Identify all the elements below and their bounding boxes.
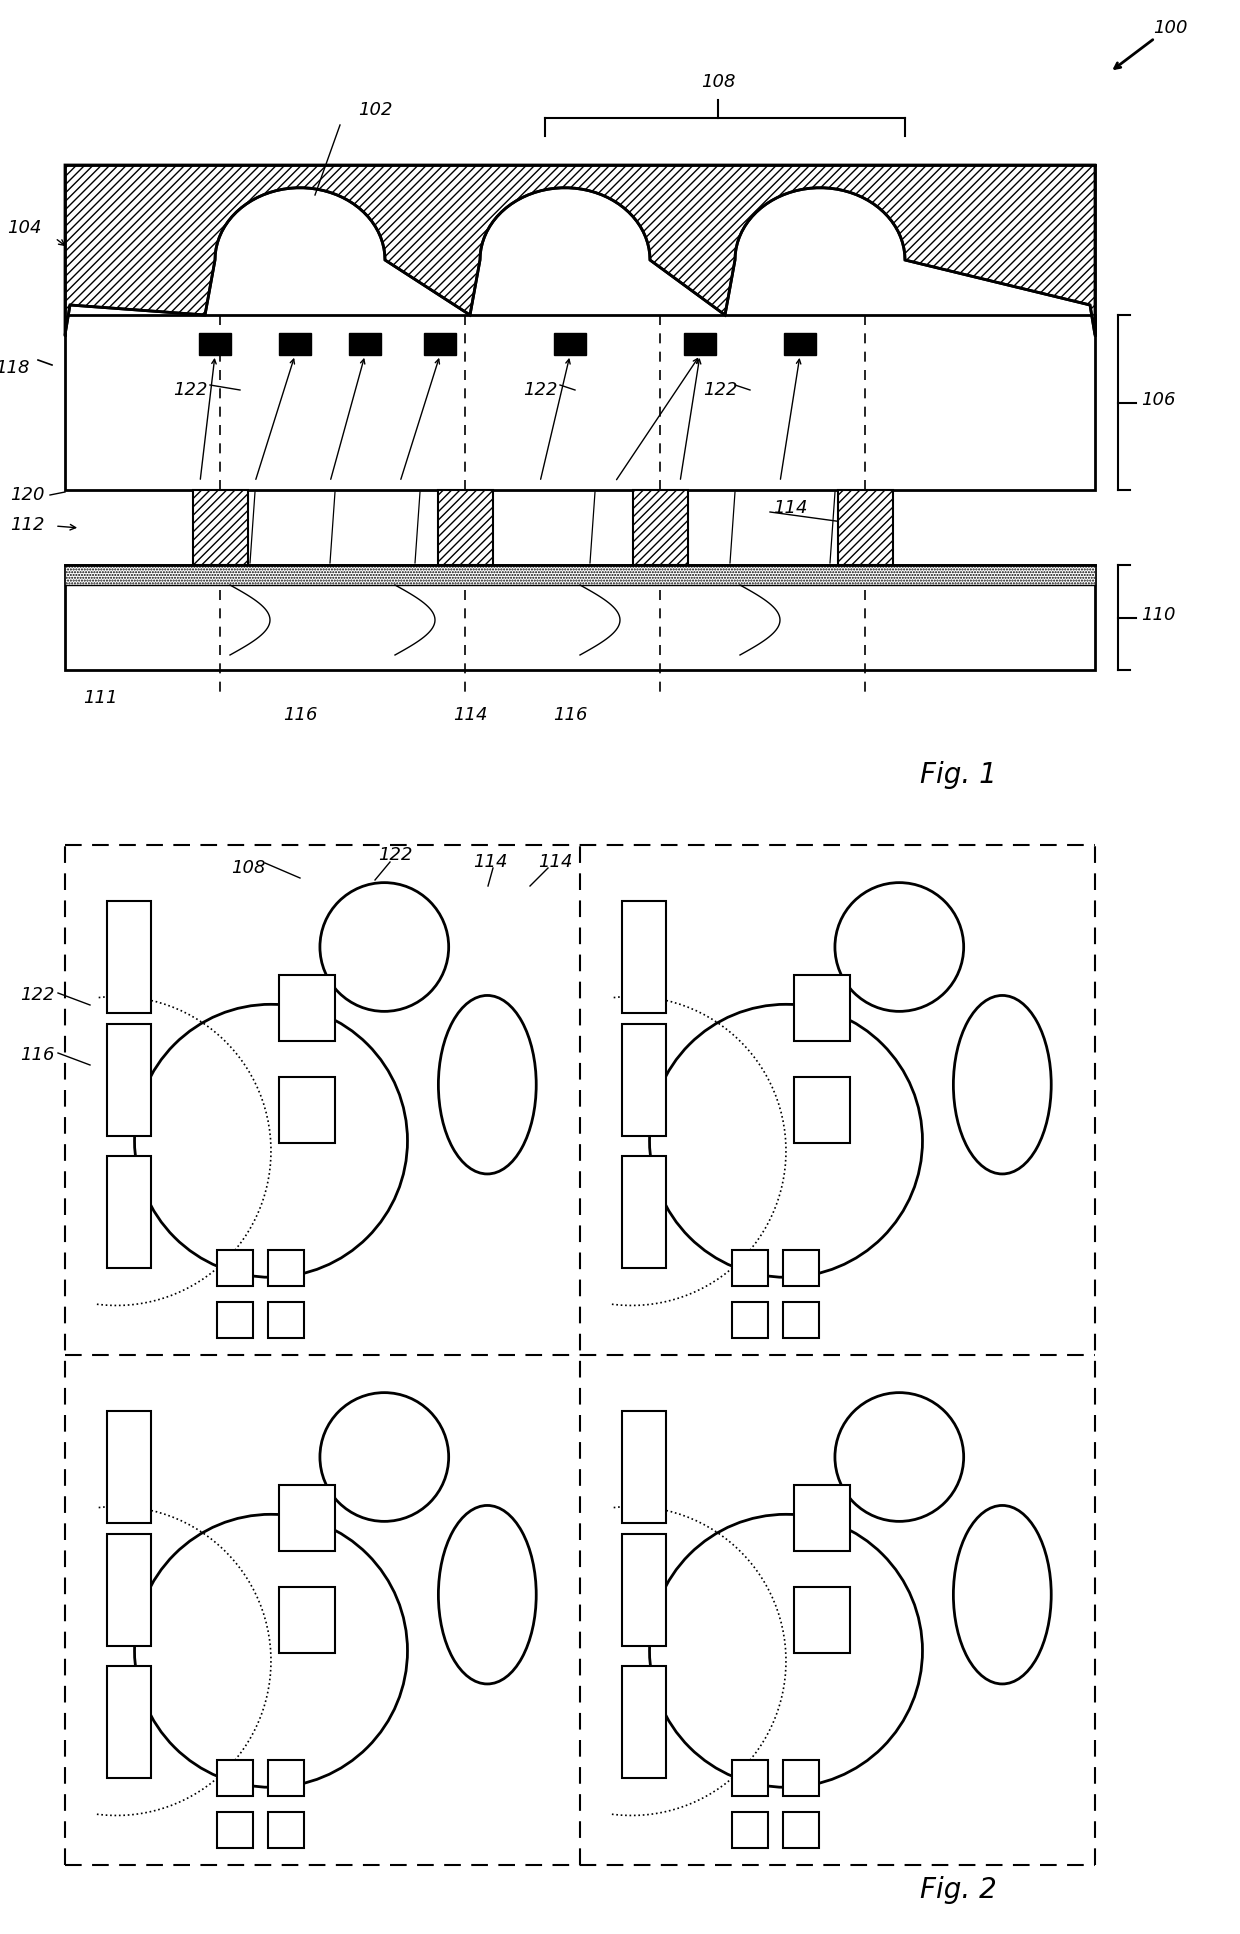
Ellipse shape xyxy=(439,1505,536,1685)
Bar xyxy=(279,1077,335,1143)
Bar xyxy=(279,1588,335,1654)
Bar xyxy=(784,1249,820,1286)
Circle shape xyxy=(835,1392,963,1522)
Text: 114: 114 xyxy=(773,499,807,516)
Bar xyxy=(622,901,666,1013)
Circle shape xyxy=(320,882,449,1011)
Text: 112: 112 xyxy=(10,516,45,534)
Bar xyxy=(784,333,816,356)
Bar xyxy=(64,315,1095,489)
Bar xyxy=(279,333,311,356)
Bar xyxy=(198,333,231,356)
Circle shape xyxy=(650,1514,923,1787)
Ellipse shape xyxy=(439,996,536,1174)
Text: 116: 116 xyxy=(21,1046,55,1064)
Bar xyxy=(108,1665,151,1777)
Bar xyxy=(217,1249,253,1286)
Bar xyxy=(622,1534,666,1646)
Text: 114: 114 xyxy=(538,853,572,870)
Bar xyxy=(732,1249,768,1286)
Ellipse shape xyxy=(954,996,1052,1174)
Text: 114: 114 xyxy=(453,706,487,723)
Bar xyxy=(794,1485,851,1551)
Bar xyxy=(784,1812,820,1847)
Bar xyxy=(784,1302,820,1338)
Bar xyxy=(622,1157,666,1269)
Bar xyxy=(268,1302,305,1338)
Text: 122: 122 xyxy=(523,381,557,398)
Bar xyxy=(424,333,456,356)
Bar xyxy=(279,975,335,1040)
Bar xyxy=(108,1534,151,1646)
Text: 118: 118 xyxy=(0,360,30,377)
Circle shape xyxy=(134,1514,408,1787)
Polygon shape xyxy=(64,164,1095,335)
Ellipse shape xyxy=(954,1505,1052,1685)
Bar xyxy=(732,1302,768,1338)
Bar xyxy=(794,1588,851,1654)
Text: 114: 114 xyxy=(472,853,507,870)
Circle shape xyxy=(320,1392,449,1522)
Text: 116: 116 xyxy=(553,706,588,723)
Bar xyxy=(348,333,381,356)
Circle shape xyxy=(835,882,963,1011)
Text: 110: 110 xyxy=(1141,605,1176,625)
Text: Fig. 2: Fig. 2 xyxy=(920,1876,997,1903)
Bar xyxy=(217,1302,253,1338)
Bar xyxy=(268,1760,305,1797)
Text: 102: 102 xyxy=(358,101,392,120)
Bar xyxy=(684,333,715,356)
Bar xyxy=(108,1412,151,1524)
Bar xyxy=(192,489,248,565)
Bar xyxy=(622,1412,666,1524)
Text: Fig. 1: Fig. 1 xyxy=(920,760,997,789)
Text: 108: 108 xyxy=(701,73,735,91)
Bar xyxy=(279,1485,335,1551)
Text: 122: 122 xyxy=(378,845,412,864)
Bar xyxy=(268,1812,305,1847)
Bar xyxy=(794,975,851,1040)
Bar xyxy=(268,1249,305,1286)
Bar xyxy=(622,1665,666,1777)
Bar xyxy=(438,489,492,565)
Circle shape xyxy=(650,1004,923,1276)
Bar xyxy=(784,1760,820,1797)
Text: 100: 100 xyxy=(1153,19,1187,37)
Bar xyxy=(794,1077,851,1143)
Text: 111: 111 xyxy=(83,689,118,708)
Bar xyxy=(108,1157,151,1269)
Bar xyxy=(632,489,687,565)
Text: 104: 104 xyxy=(7,219,42,238)
Bar xyxy=(732,1812,768,1847)
Bar xyxy=(108,1023,151,1135)
Text: 106: 106 xyxy=(1141,391,1176,408)
Bar xyxy=(837,489,893,565)
Bar xyxy=(217,1760,253,1797)
Text: 122: 122 xyxy=(172,381,207,398)
Text: 108: 108 xyxy=(231,859,265,876)
Bar xyxy=(622,1023,666,1135)
Bar xyxy=(732,1760,768,1797)
Text: 116: 116 xyxy=(283,706,317,723)
Bar xyxy=(108,901,151,1013)
Text: 122: 122 xyxy=(21,986,55,1004)
Bar xyxy=(64,565,1095,584)
Bar xyxy=(64,565,1095,669)
Text: 120: 120 xyxy=(10,485,45,505)
Bar xyxy=(217,1812,253,1847)
Bar xyxy=(554,333,587,356)
Text: 122: 122 xyxy=(703,381,738,398)
Circle shape xyxy=(134,1004,408,1276)
